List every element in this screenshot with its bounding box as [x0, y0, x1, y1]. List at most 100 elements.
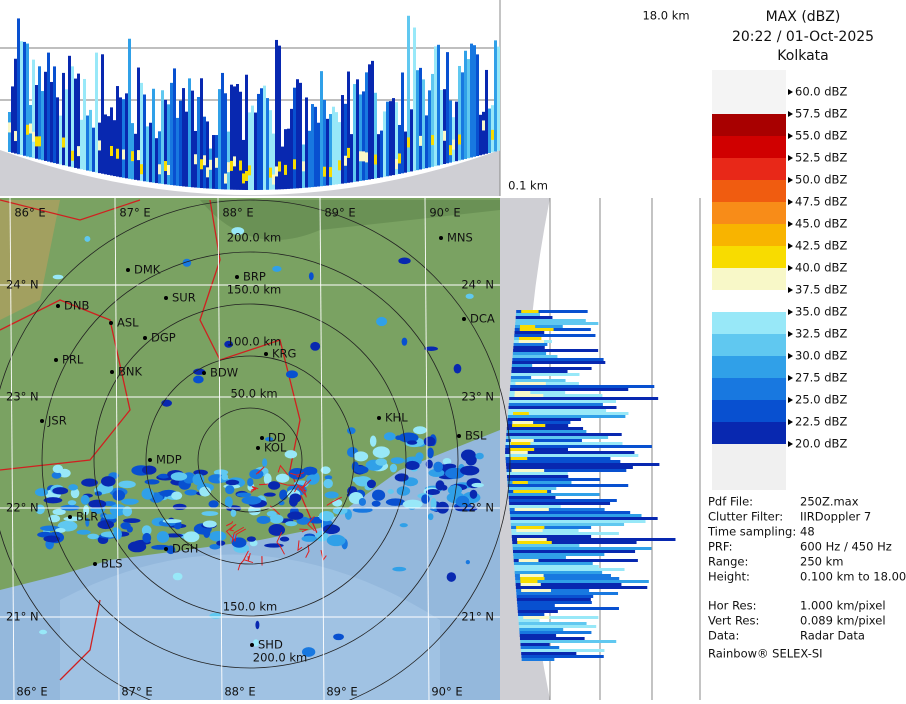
echo-core [329, 167, 332, 177]
station-label: PRL [62, 353, 84, 367]
echo-column [197, 97, 200, 188]
echo-core [116, 149, 119, 159]
echo-cell [225, 485, 234, 494]
echo-column [47, 53, 50, 162]
echo-row [519, 625, 596, 628]
echo-cell [370, 436, 377, 447]
echo-core [215, 158, 218, 168]
echo-column [320, 71, 323, 186]
echo-column [404, 132, 407, 173]
echo-row [511, 373, 579, 376]
echo-column [461, 72, 464, 159]
echo-column [206, 121, 209, 188]
echo-column [134, 134, 137, 180]
echo-row [521, 646, 560, 649]
echo-row [508, 493, 599, 496]
echo-core [32, 132, 35, 142]
echo-column [338, 122, 341, 184]
lat-label: 24° N [6, 278, 39, 292]
echo-core [515, 382, 545, 385]
echo-column [254, 113, 257, 190]
echo-column [353, 84, 356, 182]
echo-column [437, 45, 440, 166]
echo-cell [268, 481, 280, 490]
ring-label: 200.0 km [253, 651, 307, 665]
echo-column [341, 95, 344, 184]
station-dot [109, 321, 113, 325]
echo-cell [97, 520, 114, 529]
echo-row [517, 595, 594, 598]
echo-cell [272, 266, 281, 272]
echo-core [520, 574, 544, 577]
echo-column [263, 86, 266, 190]
echo-cell [424, 437, 436, 447]
echo-cell [475, 453, 483, 460]
legend-swatch [712, 114, 786, 136]
echo-column [236, 84, 239, 190]
echo-cell [323, 524, 340, 534]
echo-row [508, 418, 581, 421]
echo-row [511, 523, 624, 526]
lon-label: 86° E [14, 206, 45, 220]
lon-label: 90° E [431, 685, 462, 699]
echo-row [512, 535, 591, 538]
echo-cell [112, 490, 125, 501]
echo-core [512, 481, 527, 484]
station-dot [54, 358, 58, 362]
lat-label: 21° N [461, 610, 494, 624]
echo-column [419, 68, 422, 170]
info-key: PRF: [708, 540, 733, 554]
echo-core [452, 140, 455, 150]
legend-label: 60.0 dBZ [795, 85, 847, 99]
echo-column [128, 39, 131, 179]
echo-column [362, 91, 365, 180]
echo-row [517, 601, 592, 604]
echo-core [77, 146, 80, 156]
echo-row [512, 367, 592, 370]
lat-label: 24° N [461, 278, 494, 292]
echo-cell [209, 613, 221, 619]
echo-core [511, 457, 528, 460]
echo-row [509, 403, 603, 406]
echo-cell [221, 473, 228, 480]
echo-core [449, 145, 452, 155]
echo-column [398, 125, 401, 174]
echo-row [507, 430, 587, 433]
echo-core [323, 167, 326, 177]
station-dot [110, 370, 114, 374]
lat-label: 22° N [6, 501, 39, 515]
echo-column [281, 147, 284, 190]
legend-label: 40.0 dBZ [795, 261, 847, 275]
echo-core [62, 138, 65, 148]
echo-cell [122, 499, 138, 505]
echo-cell [290, 493, 302, 502]
station-label: BLS [101, 557, 123, 571]
echo-cell [171, 491, 182, 499]
echo-column [446, 52, 449, 163]
echo-row [513, 544, 580, 547]
echo-cell [386, 498, 405, 505]
echo-cell [257, 516, 271, 524]
echo-column [308, 131, 311, 188]
echo-row [506, 436, 608, 439]
echo-cell [192, 474, 204, 486]
echo-column [356, 79, 359, 181]
echo-row [521, 652, 576, 655]
echo-cell [68, 500, 76, 505]
echo-row [508, 487, 556, 490]
echo-core [206, 167, 209, 177]
echo-column [44, 72, 47, 161]
station-label: KOL [264, 441, 287, 455]
echo-cell [392, 567, 406, 572]
lon-label: 86° E [16, 685, 47, 699]
info-key: Clutter Filter: [708, 510, 783, 524]
echo-column [68, 56, 71, 167]
echo-cell [287, 511, 303, 519]
station-label: BDW [210, 366, 238, 380]
legend-label: 55.0 dBZ [795, 129, 847, 143]
echo-column [431, 74, 434, 167]
echo-cell [309, 272, 314, 280]
echo-core [284, 165, 287, 175]
echo-column [317, 123, 320, 187]
echo-row [516, 313, 540, 316]
